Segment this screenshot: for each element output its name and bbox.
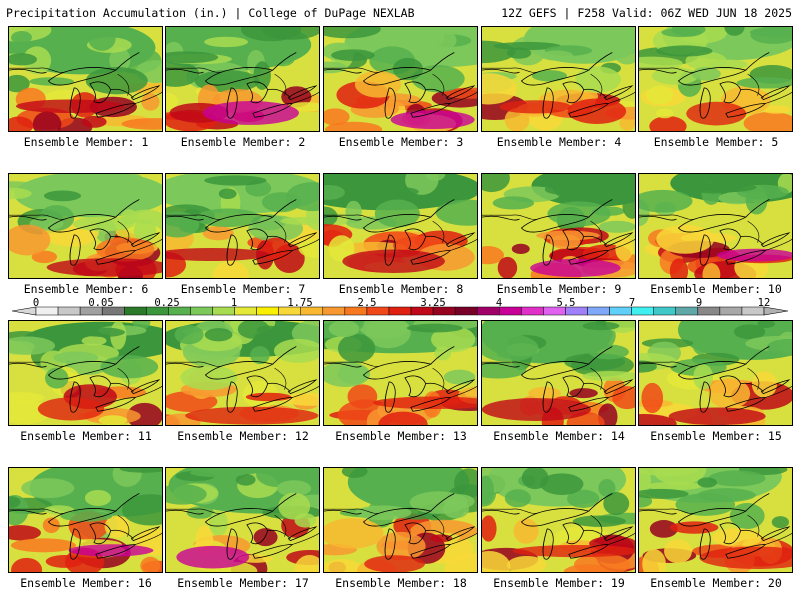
ensemble-member-label: Ensemble Member: 20 bbox=[650, 576, 782, 590]
colorbar-swatch bbox=[256, 306, 279, 316]
colorbar-swatch bbox=[322, 306, 346, 316]
colorbar-swatch bbox=[653, 306, 677, 316]
ensemble-member-map bbox=[481, 173, 636, 279]
colorbar-swatch bbox=[57, 306, 81, 316]
ensemble-member-map bbox=[323, 320, 478, 426]
colorbar-swatch bbox=[388, 306, 412, 316]
colorbar-tick-label: 0.25 bbox=[154, 297, 180, 309]
colorbar-swatch bbox=[190, 306, 213, 316]
ensemble-member-map bbox=[638, 320, 793, 426]
precipitation-colorbar bbox=[11, 306, 789, 316]
colorbar-swatch bbox=[587, 306, 610, 316]
ensemble-member-label: Ensemble Member: 9 bbox=[496, 282, 622, 296]
colorbar-tick-label: 0 bbox=[32, 297, 40, 309]
ensemble-member-label: Ensemble Member: 5 bbox=[653, 135, 779, 149]
colorbar-tick-label: 4 bbox=[495, 297, 503, 309]
colorbar-swatch bbox=[454, 306, 478, 316]
ensemble-member-map bbox=[323, 26, 478, 132]
colorbar-tick-label: 1 bbox=[230, 297, 238, 309]
colorbar-tick-label: 5.5 bbox=[556, 297, 576, 309]
ensemble-member-label: Ensemble Member: 4 bbox=[496, 135, 622, 149]
ensemble-member-map bbox=[165, 320, 320, 426]
ensemble-member-map bbox=[8, 320, 163, 426]
colorbar-swatch bbox=[35, 306, 59, 316]
model-run-info: 12Z GEFS | F258 Valid: 06Z WED JUN 18 20… bbox=[501, 6, 792, 20]
colorbar-swatch bbox=[123, 306, 147, 316]
ensemble-member-label: Ensemble Member: 3 bbox=[338, 135, 464, 149]
colorbar-swatch bbox=[521, 306, 544, 316]
ensemble-member-label: Ensemble Member: 10 bbox=[650, 282, 782, 296]
colorbar-tick-label: 9 bbox=[695, 297, 703, 309]
ensemble-member-map bbox=[481, 467, 636, 573]
colorbar-swatch bbox=[719, 306, 743, 316]
ensemble-member-map bbox=[165, 173, 320, 279]
ensemble-member-map bbox=[638, 173, 793, 279]
ensemble-member-map bbox=[8, 26, 163, 132]
ensemble-member-label: Ensemble Member: 8 bbox=[338, 282, 464, 296]
ensemble-member-label: Ensemble Member: 17 bbox=[177, 576, 309, 590]
ensemble-member-map bbox=[323, 467, 478, 573]
map-title: Precipitation Accumulation (in.) | Colle… bbox=[6, 6, 415, 20]
ensemble-member-map bbox=[323, 173, 478, 279]
colorbar-tick-label: 2.5 bbox=[357, 297, 377, 309]
ensemble-member-map bbox=[165, 467, 320, 573]
ensemble-member-map bbox=[165, 26, 320, 132]
colorbar-tick-label: 1.75 bbox=[287, 297, 313, 309]
ensemble-member-label: Ensemble Member: 11 bbox=[20, 429, 152, 443]
ensemble-member-label: Ensemble Member: 19 bbox=[493, 576, 625, 590]
colorbar-max-arrow bbox=[763, 306, 789, 316]
ensemble-member-map bbox=[8, 173, 163, 279]
ensemble-member-label: Ensemble Member: 14 bbox=[493, 429, 625, 443]
colorbar-swatch bbox=[499, 306, 522, 316]
ensemble-member-label: Ensemble Member: 7 bbox=[180, 282, 306, 296]
ensemble-member-map bbox=[481, 26, 636, 132]
ensemble-member-map bbox=[8, 467, 163, 573]
ensemble-member-label: Ensemble Member: 15 bbox=[650, 429, 782, 443]
ensemble-member-label: Ensemble Member: 18 bbox=[335, 576, 467, 590]
colorbar-tick-label: 7 bbox=[628, 297, 636, 309]
ensemble-member-label: Ensemble Member: 2 bbox=[180, 135, 306, 149]
ensemble-member-map bbox=[638, 467, 793, 573]
colorbar-swatch bbox=[234, 306, 257, 316]
ensemble-member-label: Ensemble Member: 12 bbox=[177, 429, 309, 443]
colorbar-tick-label: 3.25 bbox=[420, 297, 446, 309]
ensemble-member-label: Ensemble Member: 6 bbox=[23, 282, 149, 296]
ensemble-member-label: Ensemble Member: 16 bbox=[20, 576, 152, 590]
ensemble-member-label: Ensemble Member: 13 bbox=[335, 429, 467, 443]
ensemble-member-map bbox=[481, 320, 636, 426]
ensemble-member-label: Ensemble Member: 1 bbox=[23, 135, 149, 149]
ensemble-member-map bbox=[638, 26, 793, 132]
colorbar-swatch bbox=[675, 306, 699, 316]
colorbar-tick-label: 12 bbox=[757, 297, 771, 309]
colorbar-tick-label: 0.05 bbox=[88, 297, 114, 309]
